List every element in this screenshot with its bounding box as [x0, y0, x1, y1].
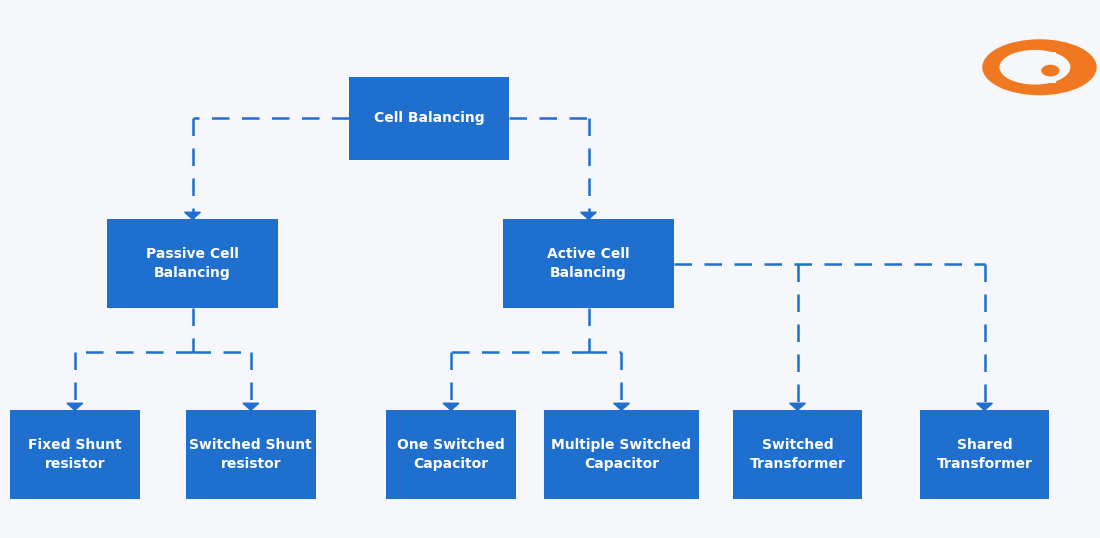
Text: Multiple Switched
Capacitor: Multiple Switched Capacitor	[551, 438, 692, 471]
Circle shape	[1000, 50, 1070, 84]
Polygon shape	[614, 404, 629, 410]
Text: Passive Cell
Balancing: Passive Cell Balancing	[146, 247, 239, 280]
FancyBboxPatch shape	[504, 220, 673, 308]
Polygon shape	[243, 404, 258, 410]
FancyBboxPatch shape	[920, 410, 1049, 499]
Polygon shape	[977, 404, 992, 410]
Text: Switched Shunt
resistor: Switched Shunt resistor	[189, 438, 312, 471]
Circle shape	[982, 39, 1097, 95]
Polygon shape	[67, 404, 82, 410]
Text: Switched
Transformer: Switched Transformer	[749, 438, 846, 471]
Polygon shape	[443, 404, 459, 410]
Polygon shape	[185, 212, 200, 220]
FancyBboxPatch shape	[186, 410, 316, 499]
Text: Active Cell
Balancing: Active Cell Balancing	[547, 247, 630, 280]
Polygon shape	[790, 404, 805, 410]
FancyBboxPatch shape	[386, 410, 516, 499]
Text: Fixed Shunt
resistor: Fixed Shunt resistor	[28, 438, 122, 471]
Text: Cell Balancing: Cell Balancing	[374, 111, 484, 125]
FancyBboxPatch shape	[350, 76, 508, 160]
Ellipse shape	[1042, 65, 1059, 76]
Text: One Switched
Capacitor: One Switched Capacitor	[397, 438, 505, 471]
FancyBboxPatch shape	[107, 220, 277, 308]
Text: Shared
Transformer: Shared Transformer	[936, 438, 1033, 471]
FancyBboxPatch shape	[10, 410, 140, 499]
FancyBboxPatch shape	[1044, 52, 1056, 83]
FancyBboxPatch shape	[544, 410, 698, 499]
Polygon shape	[581, 212, 596, 220]
FancyBboxPatch shape	[733, 410, 862, 499]
